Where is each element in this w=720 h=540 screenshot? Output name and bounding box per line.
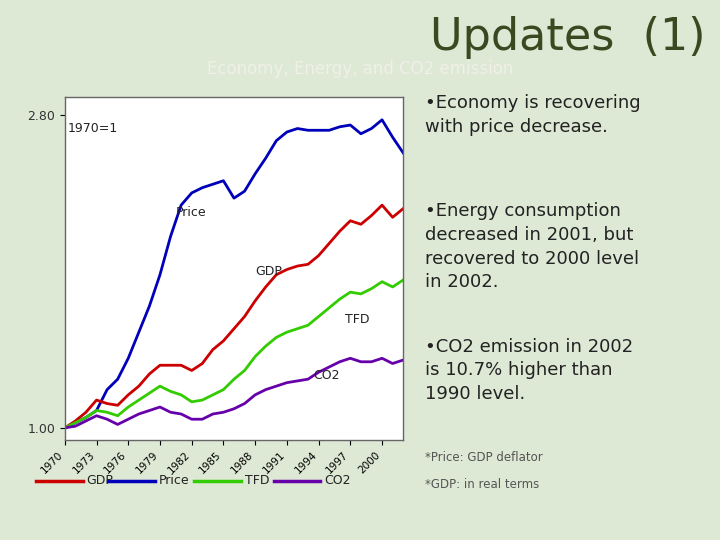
Text: •Energy consumption
decreased in 2001, but
recovered to 2000 level
in 2002.: •Energy consumption decreased in 2001, b… xyxy=(425,202,639,291)
Text: Price: Price xyxy=(176,206,207,219)
Text: GDP: GDP xyxy=(86,474,113,487)
Text: •CO2 emission in 2002
is 10.7% higher than
1990 level.: •CO2 emission in 2002 is 10.7% higher th… xyxy=(425,338,633,403)
Text: CO2: CO2 xyxy=(313,369,340,382)
Text: TFD: TFD xyxy=(345,314,369,327)
Text: Updates  (1): Updates (1) xyxy=(430,16,706,59)
Text: CO2: CO2 xyxy=(324,474,351,487)
Text: •Economy is recovering
with price decrease.: •Economy is recovering with price decrea… xyxy=(425,94,640,136)
Text: Price: Price xyxy=(158,474,189,487)
Text: GDP: GDP xyxy=(255,265,282,278)
Text: TFD: TFD xyxy=(245,474,269,487)
Text: Economy, Energy, and CO2 emission: Economy, Energy, and CO2 emission xyxy=(207,60,513,78)
Text: *Price: GDP deflator: *Price: GDP deflator xyxy=(425,451,543,464)
Text: *GDP: in real terms: *GDP: in real terms xyxy=(425,478,539,491)
Text: 1970=1: 1970=1 xyxy=(68,122,118,135)
